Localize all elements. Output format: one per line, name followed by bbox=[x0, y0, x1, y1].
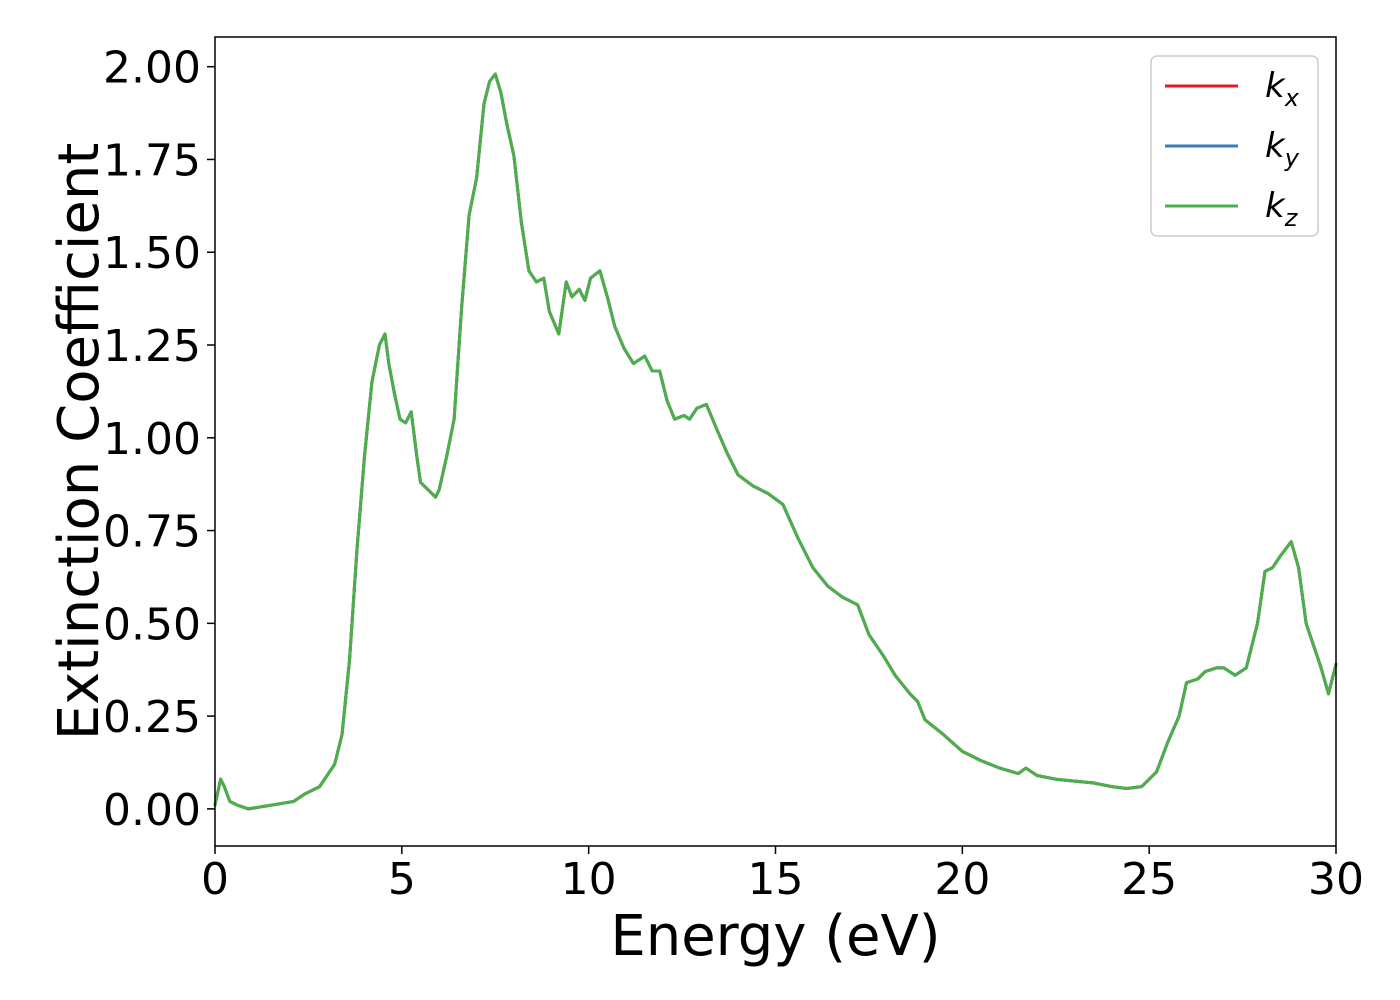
y-tick-label: 0.00 bbox=[103, 785, 201, 836]
y-tick-label: 0.25 bbox=[103, 692, 201, 743]
y-axis-label: Extinction Coefficient bbox=[47, 143, 112, 741]
x-tick-label: 15 bbox=[748, 854, 804, 905]
y-tick-label: 1.25 bbox=[103, 321, 201, 372]
legend-label-kz: kz bbox=[1265, 186, 1299, 232]
legend-label-base: k bbox=[1265, 126, 1286, 166]
y-tick-label: 1.75 bbox=[103, 135, 201, 186]
y-tick-label: 2.00 bbox=[103, 43, 201, 94]
x-tick-label: 0 bbox=[201, 854, 229, 905]
x-axis-ticks: 0 5 10 15 20 25 30 bbox=[201, 846, 1364, 905]
x-tick-label: 10 bbox=[561, 854, 617, 905]
y-tick-label: 0.50 bbox=[103, 599, 201, 650]
y-axis-ticks: 0.00 0.25 0.50 0.75 1.00 1.25 1.50 1.75 2.00 bbox=[103, 43, 215, 836]
x-tick-label: 20 bbox=[934, 854, 990, 905]
y-tick-label: 0.75 bbox=[103, 507, 201, 558]
legend-label-kx: kx bbox=[1265, 66, 1300, 112]
legend-label-subscript: y bbox=[1284, 144, 1300, 172]
legend-label-base: k bbox=[1265, 66, 1286, 106]
series-line-kz bbox=[213, 72, 1338, 811]
legend-label-ky: ky bbox=[1265, 126, 1300, 172]
series-layer bbox=[213, 72, 1338, 811]
y-tick-label: 1.00 bbox=[103, 414, 201, 465]
x-tick-label: 25 bbox=[1121, 854, 1177, 905]
legend-label-subscript: z bbox=[1284, 204, 1299, 232]
y-tick-label: 1.50 bbox=[103, 228, 201, 279]
x-tick-label: 30 bbox=[1308, 854, 1364, 905]
x-tick-label: 5 bbox=[388, 854, 416, 905]
x-axis-label: Energy (eV) bbox=[610, 904, 940, 969]
legend-label-subscript: x bbox=[1284, 84, 1300, 112]
legend-label-base: k bbox=[1265, 186, 1286, 226]
